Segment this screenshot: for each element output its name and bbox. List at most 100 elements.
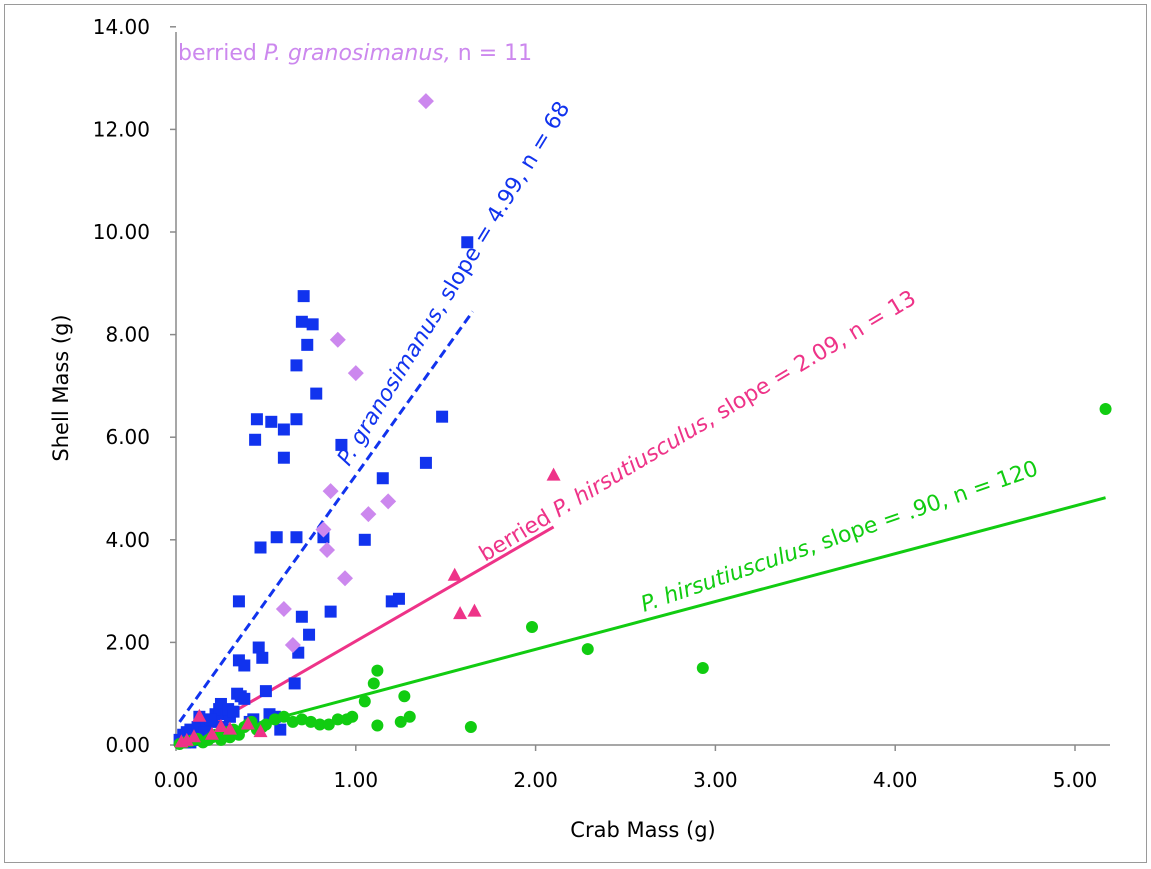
- circle-marker: [526, 621, 539, 634]
- y-tick-label: 2.00: [105, 630, 150, 654]
- square-marker: [461, 236, 474, 249]
- triangle-marker: [253, 724, 268, 738]
- square-marker: [306, 318, 319, 331]
- circle-marker: [331, 713, 344, 726]
- circle-marker: [371, 664, 384, 677]
- y-tick-label: 6.00: [105, 425, 150, 449]
- y-tick-label: 14.00: [93, 15, 150, 39]
- triangle-marker: [213, 719, 228, 733]
- y-tick-label: 12.00: [93, 117, 150, 141]
- diamond-marker: [380, 493, 397, 510]
- x-tick-label: 2.00: [513, 768, 558, 792]
- diamond-marker: [319, 542, 336, 559]
- square-marker: [238, 692, 251, 705]
- trendlines: [175, 310, 1106, 747]
- square-marker: [274, 723, 287, 736]
- square-marker: [265, 415, 278, 428]
- diamond-marker: [337, 570, 354, 587]
- circle-marker: [394, 715, 407, 728]
- square-marker: [303, 628, 316, 641]
- x-ticks: 0.00 1.00 2.00 3.00 4.00 5.00: [154, 745, 1098, 792]
- circle-marker: [464, 721, 477, 734]
- triangle-marker: [447, 567, 462, 581]
- diamond-marker: [360, 506, 377, 523]
- triangle-marker: [204, 726, 219, 740]
- square-marker: [277, 451, 290, 464]
- square-marker: [419, 456, 432, 469]
- x-tick-label: 5.00: [1053, 768, 1098, 792]
- y-tick-label: 4.00: [105, 528, 150, 552]
- triangle-marker: [186, 729, 201, 743]
- square-marker: [358, 533, 371, 546]
- circle-marker: [268, 713, 281, 726]
- square-marker: [290, 359, 303, 372]
- x-tick-label: 4.00: [873, 768, 918, 792]
- annotation-granosimanus: P. granosimanus, slope = 4.99, n = 68: [333, 97, 576, 470]
- square-marker: [301, 338, 314, 351]
- square-marker: [250, 413, 263, 426]
- circle-marker: [1099, 402, 1112, 415]
- diamond-marker: [329, 331, 346, 348]
- square-marker: [254, 541, 267, 554]
- triangle-marker: [179, 732, 194, 746]
- annotation-berried-granosimanus: berried P. granosimanus, n = 11: [178, 41, 532, 66]
- diamond-marker: [347, 365, 364, 382]
- diamond-marker: [417, 93, 434, 110]
- square-marker: [290, 413, 303, 426]
- circle-marker: [304, 715, 317, 728]
- diamond-marker: [275, 601, 292, 618]
- y-tick-label: 0.00: [105, 733, 150, 757]
- square-marker: [392, 592, 405, 605]
- circle-marker: [259, 718, 272, 731]
- triangle-marker: [240, 716, 255, 730]
- annotation-hirsutiusculus: P. hirsutiusculus, slope = .90, n = 120: [638, 456, 1042, 617]
- square-marker: [297, 290, 310, 303]
- y-tick-label: 10.00: [93, 220, 150, 244]
- y-axis-label: Shell Mass (g): [49, 314, 73, 461]
- square-marker: [259, 685, 272, 698]
- circle-marker: [358, 695, 371, 708]
- triangle-marker: [192, 708, 207, 722]
- circle-marker: [403, 710, 416, 723]
- square-marker: [335, 438, 348, 451]
- square-marker: [277, 423, 290, 436]
- circle-marker: [371, 719, 384, 732]
- square-marker: [324, 605, 337, 618]
- x-tick-label: 0.00: [154, 768, 199, 792]
- diamond-marker: [315, 521, 332, 538]
- square-marker: [376, 472, 389, 485]
- square-marker: [252, 641, 265, 654]
- circle-marker: [696, 662, 709, 675]
- trendline: [178, 310, 474, 723]
- square-marker: [232, 595, 245, 608]
- y-tick-label: 8.00: [105, 323, 150, 347]
- square-marker: [238, 659, 251, 672]
- trendline: [175, 496, 1106, 747]
- circle-marker: [286, 715, 299, 728]
- x-tick-label: 3.00: [693, 768, 738, 792]
- triangle-marker: [546, 467, 561, 481]
- diamond-marker: [284, 636, 301, 653]
- circle-marker: [322, 718, 335, 731]
- square-marker: [204, 713, 217, 726]
- x-tick-label: 1.00: [334, 768, 379, 792]
- square-marker: [249, 433, 262, 446]
- circle-marker: [346, 710, 359, 723]
- square-marker: [295, 315, 308, 328]
- square-marker: [227, 705, 240, 718]
- triangle-marker: [467, 603, 482, 617]
- circle-marker: [581, 643, 594, 656]
- square-marker: [256, 651, 269, 664]
- circle-marker: [295, 713, 308, 726]
- circle-marker: [313, 718, 326, 731]
- x-axis-label: Crab Mass (g): [570, 818, 715, 842]
- square-marker: [270, 531, 283, 544]
- diamond-marker: [322, 483, 339, 500]
- square-marker: [310, 387, 323, 400]
- data-points: [173, 93, 1112, 750]
- square-marker: [290, 531, 303, 544]
- square-marker: [295, 610, 308, 623]
- circle-marker: [277, 710, 290, 723]
- axes: [175, 32, 1110, 746]
